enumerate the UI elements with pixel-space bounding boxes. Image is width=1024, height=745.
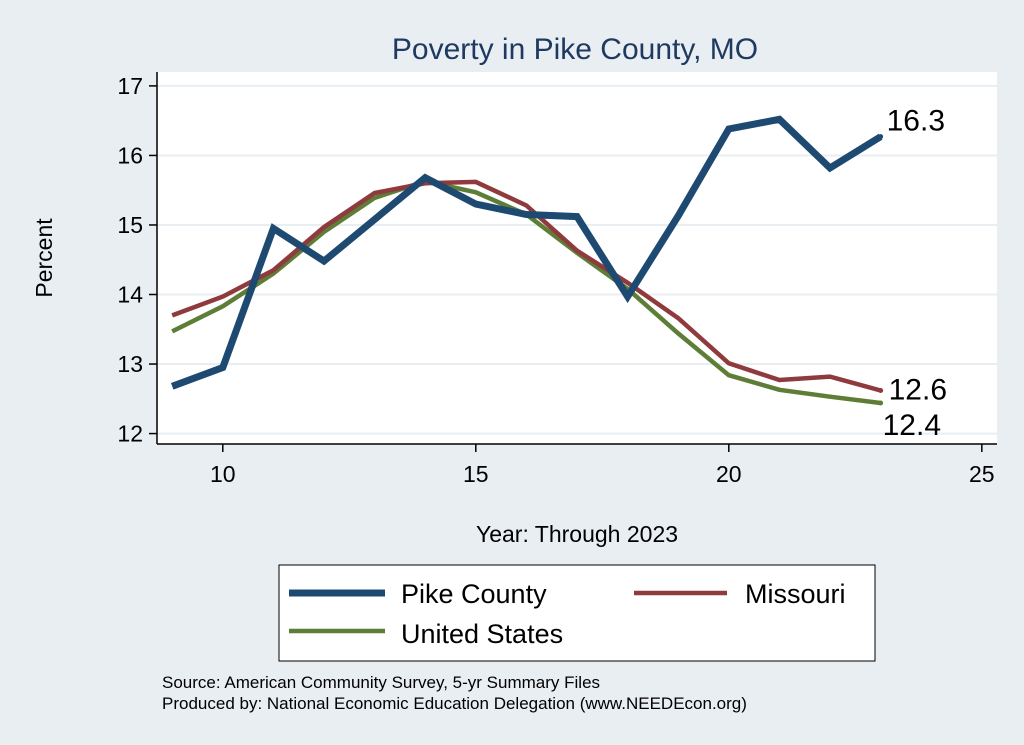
series-layer [170,115,883,406]
y-tick-label-15: 15 [117,212,143,238]
y-tick-label-12: 12 [117,421,143,447]
end-labels: 16.3 12.612.4 [878,105,947,442]
x-tick-label-20: 20 [716,461,742,487]
end-point-united-states [878,400,884,406]
y-tick-label-13: 13 [117,351,143,377]
y-axis-title: Percent [31,218,57,298]
x-tick-label-15: 15 [463,461,489,487]
legend-label-pike-county: Pike County [401,579,547,609]
x-tick-label-25: 25 [969,461,995,487]
series-line-missouri [171,179,882,393]
end-label-missouri: 12.6 [889,373,947,406]
x-axis-title: Year: Through 2023 [476,521,678,547]
gridlines [157,84,997,435]
x-tick-label-10: 10 [210,461,236,487]
y-tick-label-17: 17 [117,73,143,99]
chart-title: Poverty in Pike County, MO [392,33,758,66]
y-tick-label-16: 16 [117,142,143,168]
legend-label-missouri: Missouri [745,579,846,609]
y-tick-label-14: 14 [117,282,143,308]
legend-box [278,564,876,662]
end-point-missouri [878,387,884,393]
series-line-pike-county [170,115,883,390]
source-note: Source: American Community Survey, 5-yr … [162,673,600,692]
end-point-pike-county [878,134,884,140]
legend-label-united-states: United States [401,619,563,649]
end-label-pike-county: 16.3 [887,105,945,138]
end-label-united-states: 12.4 [883,409,941,442]
axes: 12 13 14 15 16 17 10 15 20 25 [117,72,997,487]
producer-note: Produced by: National Economic Education… [162,694,747,713]
legend: Pike County Missouri United States [289,579,846,649]
